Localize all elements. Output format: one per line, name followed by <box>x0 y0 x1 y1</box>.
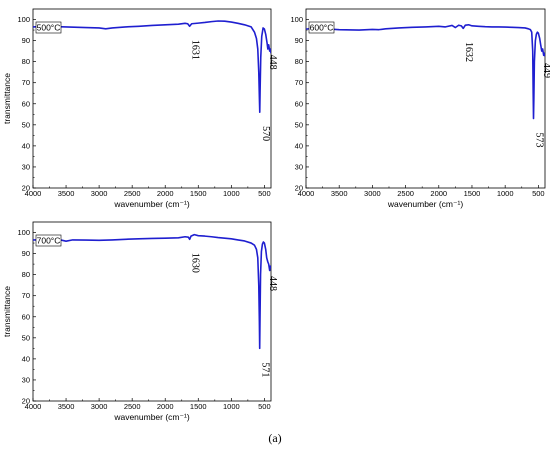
x-tick-label: 3000 <box>91 402 108 411</box>
x-tick-label: 2000 <box>157 402 174 411</box>
y-tick-label: 60 <box>295 99 303 108</box>
y-tick-label: 60 <box>22 312 30 321</box>
y-tick-label: 100 <box>17 15 30 24</box>
y-axis-label: transmittance <box>2 286 12 337</box>
y-tick-label: 90 <box>295 36 303 45</box>
x-tick-label: 2500 <box>397 189 414 198</box>
y-tick-label: 30 <box>22 375 30 384</box>
x-tick-label: 1000 <box>497 189 514 198</box>
temperature-label-text: 600°C <box>310 23 334 33</box>
panel-600c: 4000 3500 3000 2500 2000 1500 1000 500 20 30 40 50 6… <box>290 8 550 209</box>
y-tick-label: 30 <box>295 162 303 171</box>
x-axis-label: wavenumber (cm⁻¹) <box>113 412 190 422</box>
x-tick-label: 4000 <box>298 189 315 198</box>
x-tick-label: 3500 <box>58 189 75 198</box>
peak-annotation: 571 <box>260 362 271 377</box>
peak-annotation: 570 <box>260 126 271 141</box>
y-tick-label: 90 <box>22 36 30 45</box>
temperature-label: 700°C <box>35 234 62 247</box>
y-tick-label: 50 <box>295 120 303 129</box>
y-tick-label: 100 <box>290 15 303 24</box>
y-tick-label: 90 <box>22 249 30 258</box>
y-tick-label: 40 <box>22 141 30 150</box>
y-tick-label: 20 <box>295 184 303 193</box>
temperature-label-box <box>35 234 62 247</box>
figure-caption: (a) <box>268 431 281 445</box>
y-tick-label: 20 <box>22 184 30 193</box>
y-tick-label: 50 <box>22 120 30 129</box>
y-tick-label: 70 <box>22 291 30 300</box>
temperature-label-box <box>35 21 62 34</box>
x-tick-label: 2500 <box>124 402 141 411</box>
x-tick-label: 500 <box>258 189 271 198</box>
peak-annotation: 1631 <box>190 40 201 60</box>
peak-annotation: 449 <box>541 63 550 78</box>
plot-frame <box>305 8 546 189</box>
x-tick-label: 4000 <box>25 402 42 411</box>
x-tick-label: 1000 <box>223 402 240 411</box>
plot-frame <box>32 221 272 402</box>
y-tick-label: 70 <box>22 78 30 87</box>
y-tick-label: 100 <box>17 228 30 237</box>
x-tick-label: 3000 <box>91 189 108 198</box>
x-tick-label: 500 <box>258 402 271 411</box>
x-tick-label: 1500 <box>190 402 207 411</box>
x-tick-label: 1000 <box>223 189 240 198</box>
y-tick-label: 80 <box>22 57 30 66</box>
x-axis-label: wavenumber (cm⁻¹) <box>387 199 464 209</box>
peak-annotation: 448 <box>267 55 278 70</box>
series-line <box>306 23 545 120</box>
temperature-label: 600°C <box>308 21 335 34</box>
x-tick-label: 1500 <box>190 189 207 198</box>
y-tick-label: 20 <box>22 397 30 406</box>
temperature-label: 500°C <box>35 21 62 34</box>
y-tick-label: 30 <box>22 162 30 171</box>
x-tick-label: 2000 <box>157 189 174 198</box>
peak-annotation: 1632 <box>463 42 474 62</box>
y-tick-label: 40 <box>295 141 303 150</box>
temperature-label-box <box>308 21 335 34</box>
x-axis-label: wavenumber (cm⁻¹) <box>113 199 190 209</box>
panel-500c: 4000 3500 3000 2500 2000 1500 1000 500 20 30 40 50 6… <box>2 8 278 209</box>
panel-700c: 4000 3500 3000 2500 2000 1500 1000 500 20 30 40 50 6… <box>2 221 278 422</box>
peak-annotation: 1630 <box>190 253 201 273</box>
temperature-label-text: 500°C <box>37 23 61 33</box>
x-tick-label: 3500 <box>58 402 75 411</box>
x-tick-label: 4000 <box>25 189 42 198</box>
y-tick-label: 60 <box>22 99 30 108</box>
y-tick-label: 80 <box>22 270 30 279</box>
y-tick-label: 40 <box>22 354 30 363</box>
x-tick-label: 500 <box>532 189 545 198</box>
x-tick-label: 3000 <box>364 189 381 198</box>
series-line <box>33 233 271 350</box>
x-tick-label: 2000 <box>430 189 447 198</box>
x-tick-label: 1500 <box>464 189 481 198</box>
series-line <box>33 20 271 113</box>
plot-frame <box>32 8 272 189</box>
x-tick-label: 2500 <box>124 189 141 198</box>
x-tick-label: 3500 <box>331 189 348 198</box>
y-tick-label: 70 <box>295 78 303 87</box>
y-tick-label: 50 <box>22 333 30 342</box>
temperature-label-text: 700°C <box>37 236 61 246</box>
y-tick-label: 80 <box>295 57 303 66</box>
peak-annotation: 573 <box>534 133 545 148</box>
peak-annotation: 448 <box>267 276 278 291</box>
y-axis-label: transmittance <box>2 73 12 124</box>
